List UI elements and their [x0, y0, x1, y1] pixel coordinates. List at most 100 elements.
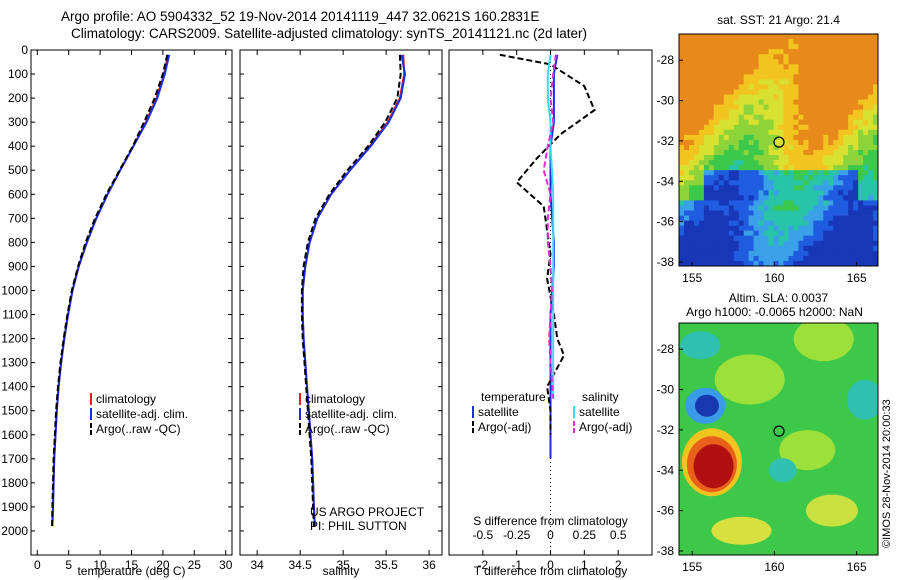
sst-cell [818, 129, 824, 136]
sla-lat-label: -36 [657, 504, 675, 518]
sst-cell [873, 44, 878, 50]
sst-cell [848, 114, 854, 121]
sst-cell [753, 170, 759, 176]
sst-cell [713, 220, 720, 226]
sst-cell [873, 250, 878, 257]
sst-cell [838, 39, 844, 45]
sst-cell [838, 119, 844, 126]
sst-cell [783, 54, 789, 60]
sst-cell [788, 225, 794, 232]
sst-cell [738, 64, 745, 70]
sst-cell [753, 119, 759, 126]
sst-cell [783, 39, 789, 45]
sst-cell [723, 129, 730, 136]
sst-cell [848, 129, 854, 136]
sst-cell [703, 109, 710, 116]
sst-cell [738, 124, 745, 131]
sst-cell [828, 74, 834, 80]
sst-cell [828, 84, 834, 90]
sst-cell [758, 94, 764, 100]
sst-cell [848, 255, 854, 262]
sst-cell [788, 180, 794, 186]
sst-cell [698, 195, 705, 201]
sst-cell [858, 79, 864, 85]
sst-cell [793, 139, 799, 146]
sst-cell [788, 89, 794, 95]
sst-cell [723, 69, 730, 75]
sst-cell [743, 94, 750, 100]
sst-cell [858, 205, 864, 211]
sst-cell [773, 261, 779, 266]
sst-cell [858, 235, 864, 242]
sst-cell [679, 210, 685, 216]
sst-cell [858, 134, 864, 141]
sst-cell [828, 129, 834, 136]
sst-cell [783, 205, 789, 211]
sst-cell [863, 54, 869, 60]
sst-cell [793, 145, 799, 151]
sst-cell [828, 230, 834, 237]
sst-field [679, 34, 878, 266]
sst-cell [863, 39, 869, 45]
sst-cell [748, 84, 754, 90]
sst-cell [783, 170, 789, 176]
sst-cell [768, 220, 774, 226]
sst-cell [828, 175, 834, 181]
sst-cell [823, 44, 829, 50]
sst-cell [863, 190, 869, 196]
sst-cell [778, 119, 784, 126]
sst-cell [684, 160, 690, 166]
sst-cell [793, 49, 799, 55]
sst-cell [793, 64, 799, 70]
sst-cell [768, 99, 774, 105]
sst-cell [833, 185, 839, 191]
sst-cell [798, 230, 804, 237]
sst-cell [684, 190, 690, 196]
sst-cell [703, 145, 710, 151]
sst-cell [684, 195, 690, 201]
sst-cell [684, 255, 690, 262]
sst-cell [763, 89, 769, 95]
sst-cell [783, 64, 789, 70]
sst-cell [868, 261, 874, 266]
sst-cell [873, 255, 878, 262]
sst-cell [853, 190, 859, 196]
sst-cell [793, 94, 799, 100]
depth-tick-label: 1200 [1, 332, 28, 346]
depth-tick-label: 0 [21, 43, 28, 57]
sst-cell [684, 74, 690, 80]
sst-cell [768, 200, 774, 206]
sst-cell [808, 139, 814, 146]
sst-cell [873, 114, 878, 121]
sst-cell [873, 119, 878, 126]
sst-cell [783, 225, 789, 232]
sst-cell [843, 64, 849, 70]
sst-cell [838, 94, 844, 100]
sst-cell [713, 170, 720, 176]
sst-cell [728, 245, 735, 252]
sst-cell [803, 139, 809, 146]
sst-cell [708, 255, 715, 262]
sst-cell [684, 94, 690, 100]
sst-cell [773, 99, 779, 105]
temperature-legend-label: satellite-adj. clim. [96, 407, 188, 421]
sst-cell [679, 49, 685, 55]
sst-cell [833, 79, 839, 85]
sst-cell [828, 39, 834, 45]
sst-cell [788, 39, 794, 45]
sst-cell [679, 245, 685, 252]
sst-cell [738, 134, 745, 141]
sst-cell [873, 139, 878, 146]
sst-cell [763, 150, 769, 156]
sst-cell [718, 215, 725, 221]
sst-cell [798, 220, 804, 226]
sst-cell [684, 69, 690, 75]
sst-cell [863, 245, 869, 252]
sst-cell [698, 39, 705, 45]
sst-cell [873, 245, 878, 252]
sst-cell [783, 200, 789, 206]
sst-cell [723, 195, 730, 201]
sst-cell [833, 175, 839, 181]
sst-cell [684, 89, 690, 95]
sst-cell [818, 89, 824, 95]
